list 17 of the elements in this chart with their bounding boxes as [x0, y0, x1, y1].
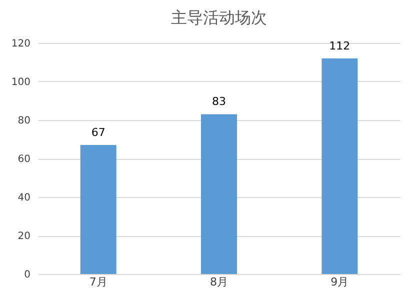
bar	[322, 58, 358, 274]
x-tick-label: 7月	[89, 276, 108, 288]
x-tick-label: 8月	[210, 276, 228, 288]
y-tick-label: 40	[18, 192, 30, 204]
y-tick-label: 60	[18, 154, 30, 165]
bar	[201, 114, 237, 274]
chart-title: 主导活动场次	[171, 8, 267, 27]
data-label: 83	[212, 95, 226, 108]
data-label: 67	[91, 126, 106, 140]
data-label: 112	[329, 39, 350, 52]
x-tick-label: 9月	[330, 276, 349, 288]
y-tick-label: 0	[24, 270, 30, 280]
y-tick-label: 80	[18, 116, 30, 126]
y-tick-label: 20	[18, 231, 30, 242]
y-tick-label: 120	[11, 38, 30, 50]
y-tick-label: 100	[11, 77, 30, 88]
bar	[80, 145, 116, 274]
